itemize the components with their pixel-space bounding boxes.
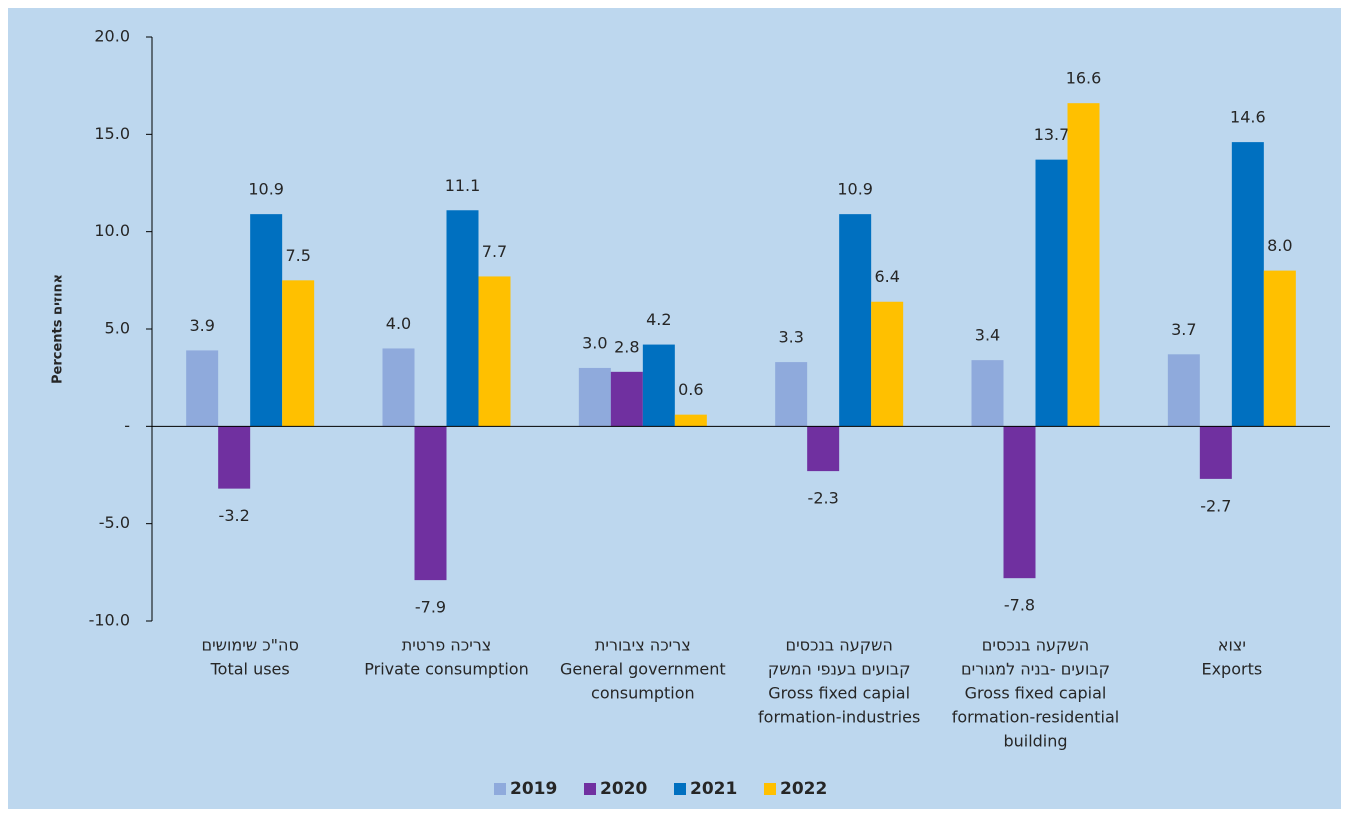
x-tick-label: צריכה פרטית [402, 636, 492, 655]
data-label: 3.3 [778, 328, 803, 347]
x-tick-label: Private consumption [364, 660, 528, 679]
legend-label: 2021 [690, 779, 737, 799]
legend-swatch [494, 783, 506, 795]
legend-swatch [584, 783, 596, 795]
data-label: 16.6 [1066, 69, 1102, 88]
data-label: -7.9 [415, 598, 446, 617]
data-label: 6.4 [874, 267, 899, 286]
y-axis-label: Percents אחוזים [51, 274, 66, 384]
x-tick-label: formation-industries [758, 708, 920, 727]
y-tick-label: - [124, 416, 130, 435]
bar [1067, 103, 1100, 427]
bar [1035, 159, 1068, 427]
bar [1003, 426, 1036, 579]
x-tick-label: building [1003, 732, 1067, 751]
bar [971, 360, 1004, 427]
bar [839, 214, 872, 427]
data-label: 3.0 [582, 333, 607, 352]
data-label: 3.4 [975, 326, 1000, 345]
y-tick-label: 10.0 [94, 221, 130, 240]
bar [871, 301, 904, 427]
legend-label: 2022 [780, 779, 827, 799]
bar [446, 210, 479, 427]
x-tick-label: Gross fixed capial [768, 684, 910, 703]
data-label: 10.9 [837, 180, 873, 199]
bar [775, 362, 808, 427]
bar [218, 426, 251, 489]
data-label: 3.7 [1171, 320, 1196, 339]
bar [186, 350, 219, 427]
x-tick-label: קבועים בענפי המשק [768, 660, 911, 679]
x-tick-label: Total uses [210, 660, 290, 679]
x-tick-label: קבועים -בניה למגורים [961, 660, 1110, 679]
bar [250, 214, 283, 427]
data-label: 13.7 [1034, 125, 1070, 144]
legend-label: 2020 [600, 779, 647, 799]
data-label: 0.6 [678, 380, 703, 399]
y-tick-label: 20.0 [94, 27, 130, 46]
data-label: 4.0 [386, 314, 411, 333]
bar [674, 414, 707, 427]
data-label: 3.9 [189, 316, 214, 335]
x-tick-label: consumption [591, 684, 695, 703]
data-label: 4.2 [646, 310, 671, 329]
bar [1199, 426, 1232, 479]
data-label: 8.0 [1267, 236, 1292, 255]
data-label: 2.8 [614, 337, 639, 356]
legend-swatch [674, 783, 686, 795]
data-label: 10.9 [248, 180, 284, 199]
legend-swatch [764, 783, 776, 795]
bar [478, 276, 511, 427]
data-label: -2.3 [808, 489, 839, 508]
data-label: 14.6 [1230, 108, 1266, 127]
x-tick-label: יצוא [1218, 636, 1246, 655]
bar [807, 426, 840, 472]
y-tick-label: -5.0 [99, 513, 130, 532]
bar [578, 367, 611, 427]
x-tick-label: formation-residential [952, 708, 1120, 727]
data-label: 7.7 [482, 242, 507, 261]
data-label: -3.2 [219, 506, 250, 525]
data-label: 7.5 [285, 246, 310, 265]
x-tick-label: General government [560, 660, 726, 679]
x-tick-label: השקעה בנכסים [982, 636, 1089, 655]
bar [414, 426, 447, 581]
y-tick-label: 15.0 [94, 124, 130, 143]
bar [1263, 270, 1296, 427]
y-tick-label: 5.0 [105, 319, 130, 338]
x-tick-label: Gross fixed capial [965, 684, 1107, 703]
bar [642, 344, 675, 427]
data-label: -2.7 [1200, 496, 1231, 515]
y-tick-label: -10.0 [89, 611, 130, 630]
bar [1167, 354, 1200, 427]
data-label: 11.1 [445, 176, 481, 195]
bar [282, 280, 315, 427]
x-tick-label: צריכה ציבורית [595, 636, 691, 655]
bar [382, 348, 415, 427]
x-tick-label: סה"כ שימושים [201, 636, 298, 655]
x-tick-label: Exports [1201, 660, 1262, 679]
x-tick-label: השקעה בנכסים [785, 636, 892, 655]
data-label: -7.8 [1004, 596, 1035, 615]
bar [1231, 142, 1264, 427]
bar [610, 371, 643, 427]
legend-label: 2019 [510, 779, 557, 799]
